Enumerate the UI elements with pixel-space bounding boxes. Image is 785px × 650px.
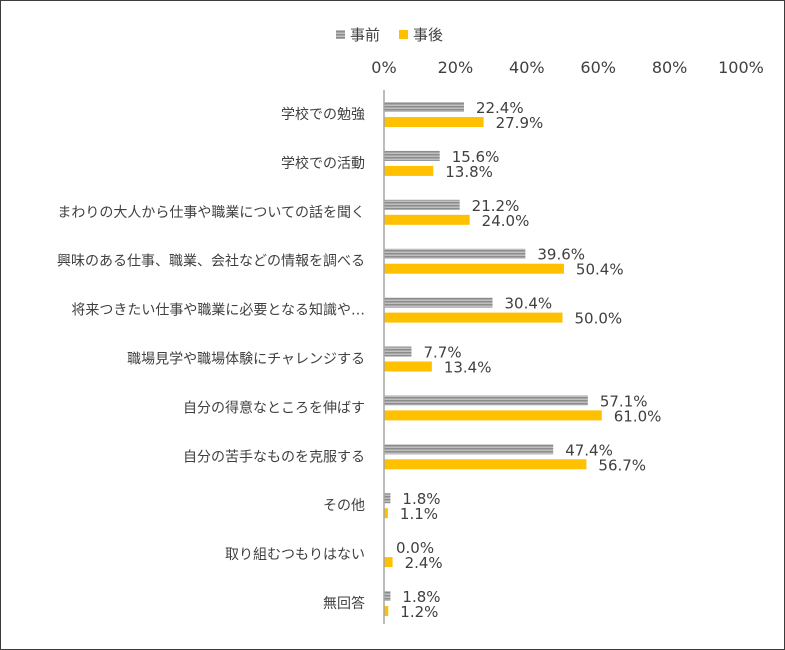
data-label-before: 15.6%	[452, 148, 500, 166]
bar-after	[384, 312, 563, 323]
x-tick-label: 100%	[718, 58, 764, 77]
bar-before	[384, 199, 460, 210]
bar-before	[384, 102, 464, 112]
legend: 事前 事後	[336, 26, 443, 44]
category-label: 自分の苦手なものを克服する	[183, 449, 365, 465]
category-label: 職場見学や職場体験にチャレンジする	[127, 352, 365, 368]
data-label-before: 39.6%	[537, 246, 585, 264]
category-label: 学校での勉強	[281, 106, 365, 123]
legend-label-2: 事後	[413, 26, 443, 44]
legend-swatch-2	[399, 30, 408, 39]
data-label-before: 30.4%	[505, 295, 553, 313]
data-label-after: 61.0%	[614, 407, 662, 425]
x-tick-label: 40%	[509, 58, 545, 77]
bar-after	[384, 557, 393, 568]
category-label: 自分の得意なところを伸ばす	[183, 399, 365, 416]
data-label-after: 56.7%	[598, 456, 646, 474]
data-label-before: 21.2%	[472, 197, 520, 215]
bar-after	[384, 263, 564, 274]
category-labels: 学校での勉強学校での活動まわりの大人から仕事や職業についての話を聞く興味のある仕…	[57, 106, 365, 612]
category-label: 将来つきたい仕事や職業に必要となる知識や…	[71, 302, 365, 319]
bar-after	[384, 117, 484, 127]
bar-after	[384, 459, 587, 470]
data-label-after: 24.0%	[482, 212, 530, 230]
data-label-after: 50.4%	[576, 261, 624, 279]
category-label: 無回答	[323, 595, 365, 612]
data-label-before: 47.4%	[565, 441, 613, 459]
category-label: その他	[323, 498, 365, 514]
data-label-after: 1.2%	[400, 603, 438, 621]
data-label-after: 50.0%	[575, 310, 623, 328]
x-tick-label: 0%	[371, 58, 396, 77]
bar-before	[384, 444, 554, 455]
data-label-after: 13.4%	[444, 359, 492, 377]
legend-swatch-1	[336, 30, 345, 39]
legend-label-1: 事前	[350, 26, 380, 44]
data-label-before: 57.1%	[600, 392, 648, 410]
data-label-before: 22.4%	[476, 99, 524, 117]
x-axis-ticks: 0% 20% 40% 60% 80% 100%	[371, 58, 764, 77]
bar-after	[384, 165, 434, 176]
bar-after	[384, 606, 389, 616]
bar-after	[384, 361, 432, 372]
data-label-after: 2.4%	[405, 554, 443, 572]
bar-after	[384, 508, 388, 519]
bar-after	[384, 214, 470, 225]
data-label-after: 27.9%	[496, 114, 544, 132]
x-tick-label: 20%	[438, 58, 474, 77]
data-label-before: 1.8%	[402, 490, 440, 508]
bar-before	[384, 493, 391, 504]
x-tick-label: 60%	[580, 58, 616, 77]
category-label: まわりの大人から仕事や職業についての話を聞く	[57, 204, 365, 221]
bar-before	[384, 248, 526, 259]
bar-before	[384, 297, 493, 308]
data-label-after: 1.1%	[400, 505, 438, 523]
category-label: 取り組むつもりはない	[225, 547, 365, 563]
data-label-before: 0.0%	[396, 539, 434, 557]
bars: 22.4%27.9% 15.6%13.8% 21.2%24.0% 39.6%50.4%…	[384, 99, 661, 621]
bar-before	[384, 150, 440, 161]
category-label: 興味のある仕事、職業、会社などの情報を調べる	[57, 254, 365, 270]
x-tick-label: 80%	[652, 58, 688, 77]
category-label: 学校での活動	[281, 155, 365, 172]
bar-before	[384, 591, 391, 601]
bar-after	[384, 410, 602, 421]
data-label-before: 1.8%	[402, 588, 440, 606]
bar-before	[384, 346, 412, 357]
data-label-after: 13.8%	[445, 163, 493, 181]
data-label-before: 7.7%	[423, 344, 461, 362]
bar-before	[384, 395, 588, 406]
